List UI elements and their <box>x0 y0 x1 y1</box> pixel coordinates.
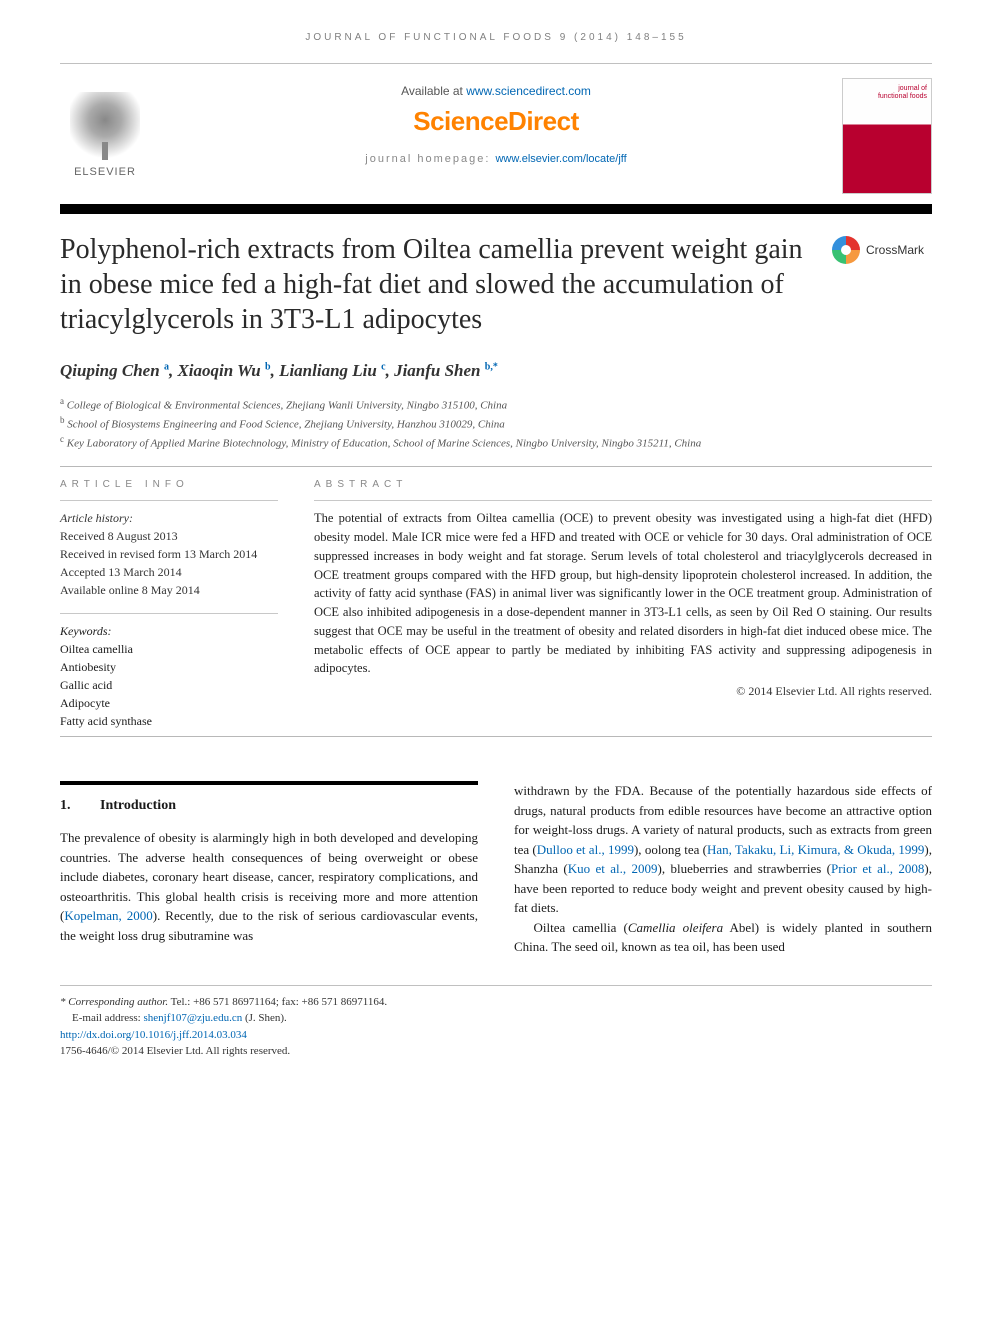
author: Lianliang Liu c <box>279 361 385 380</box>
history-item: Accepted 13 March 2014 <box>60 565 182 579</box>
info-abstract-row: ARTICLE INFO Article history: Received 8… <box>60 479 932 730</box>
citation-link[interactable]: Dulloo et al., 1999 <box>537 842 634 857</box>
body-col-left: 1.Introduction The prevalence of obesity… <box>60 781 478 957</box>
page: journal of functional foods 9 (2014) 148… <box>0 0 992 1084</box>
doi-link[interactable]: http://dx.doi.org/10.1016/j.jff.2014.03.… <box>60 1029 247 1041</box>
article-title: Polyphenol-rich extracts from Oiltea cam… <box>60 232 804 337</box>
elsevier-tree-icon <box>70 92 140 162</box>
affiliation: c Key Laboratory of Applied Marine Biote… <box>60 433 932 452</box>
crossmark-badge[interactable]: CrossMark <box>824 232 932 268</box>
elsevier-text: ELSEVIER <box>74 166 136 178</box>
body-paragraph: The prevalence of obesity is alarmingly … <box>60 828 478 945</box>
black-rule <box>60 204 932 214</box>
citation-link[interactable]: Prior et al., 2008 <box>831 861 924 876</box>
header-row: ELSEVIER Available at www.sciencedirect.… <box>60 63 932 194</box>
keywords-label: Keywords: <box>60 624 112 638</box>
elsevier-logo[interactable]: ELSEVIER <box>60 78 150 178</box>
article-info-col: ARTICLE INFO Article history: Received 8… <box>60 479 278 730</box>
title-row: Polyphenol-rich extracts from Oiltea cam… <box>60 232 932 337</box>
citation-link[interactable]: Han, Takaku, Li, Kimura, & Okuda, 1999 <box>707 842 924 857</box>
issn-copyright: 1756-4646/© 2014 Elsevier Ltd. All right… <box>60 1043 932 1060</box>
copyright-line: © 2014 Elsevier Ltd. All rights reserved… <box>314 684 932 699</box>
keyword: Adipocyte <box>60 696 110 710</box>
sciencedirect-logo[interactable]: ScienceDirect <box>150 106 842 137</box>
author: Qiuping Chen a <box>60 361 169 380</box>
cover-thumb-title: journal offunctional foods <box>878 85 927 100</box>
keyword: Antiobesity <box>60 660 116 674</box>
affiliation: a College of Biological & Environmental … <box>60 395 932 414</box>
doi-line: http://dx.doi.org/10.1016/j.jff.2014.03.… <box>60 1027 932 1044</box>
journal-cover-thumb[interactable]: journal offunctional foods <box>842 78 932 194</box>
divider <box>60 466 932 467</box>
body-paragraph: withdrawn by the FDA. Because of the pot… <box>514 781 932 918</box>
body-columns: 1.Introduction The prevalence of obesity… <box>60 781 932 957</box>
abstract-col: ABSTRACT The potential of extracts from … <box>314 479 932 730</box>
sciencedirect-link[interactable]: www.sciencedirect.com <box>466 84 591 98</box>
available-line: Available at www.sciencedirect.com <box>150 84 842 98</box>
affiliation: b School of Biosystems Engineering and F… <box>60 414 932 433</box>
author: Jianfu Shen b,* <box>394 361 498 380</box>
journal-homepage-line: journal homepage: www.elsevier.com/locat… <box>150 153 842 165</box>
section-rule <box>60 781 478 785</box>
abstract-label: ABSTRACT <box>314 479 932 490</box>
email-link[interactable]: shenjf107@zju.edu.cn <box>143 1012 242 1024</box>
corresponding-author: * Corresponding author. Tel.: +86 571 86… <box>60 994 932 1011</box>
available-prefix: Available at <box>401 84 466 98</box>
keyword: Gallic acid <box>60 678 112 692</box>
section-number: 1. <box>60 795 100 816</box>
crossmark-text: CrossMark <box>866 243 924 257</box>
section-heading: 1.Introduction <box>60 795 478 816</box>
keyword: Oiltea camellia <box>60 642 133 656</box>
history-item: Available online 8 May 2014 <box>60 583 200 597</box>
center-header: Available at www.sciencedirect.com Scien… <box>150 78 842 165</box>
divider <box>60 736 932 737</box>
history-item: Received in revised form 13 March 2014 <box>60 547 257 561</box>
citation-link[interactable]: Kuo et al., 2009 <box>568 861 658 876</box>
running-head: journal of functional foods 9 (2014) 148… <box>60 32 932 43</box>
history-label: Article history: <box>60 511 133 525</box>
citation-link[interactable]: Kopelman, 2000 <box>64 908 152 923</box>
section-title: Introduction <box>100 798 176 813</box>
history-item: Received 8 August 2013 <box>60 529 178 543</box>
crossmark-icon <box>832 236 860 264</box>
article-info-label: ARTICLE INFO <box>60 479 278 490</box>
homepage-prefix: journal homepage: <box>365 153 495 165</box>
authors-line: Qiuping Chen a, Xiaoqin Wu b, Lianliang … <box>60 361 932 381</box>
author: Xiaoqin Wu b <box>177 361 270 380</box>
footer-block: * Corresponding author. Tel.: +86 571 86… <box>60 985 932 1060</box>
history-block: Article history: Received 8 August 2013 … <box>60 500 278 599</box>
email-line: E-mail address: shenjf107@zju.edu.cn (J.… <box>60 1010 932 1027</box>
affiliations: a College of Biological & Environmental … <box>60 395 932 452</box>
abstract-text: The potential of extracts from Oiltea ca… <box>314 500 932 678</box>
body-paragraph: Oiltea camellia (Camellia oleifera Abel)… <box>514 918 932 957</box>
keywords-block: Keywords: Oiltea camellia Antiobesity Ga… <box>60 613 278 730</box>
body-col-right: withdrawn by the FDA. Because of the pot… <box>514 781 932 957</box>
keyword: Fatty acid synthase <box>60 714 152 728</box>
journal-homepage-link[interactable]: www.elsevier.com/locate/jff <box>495 153 626 165</box>
